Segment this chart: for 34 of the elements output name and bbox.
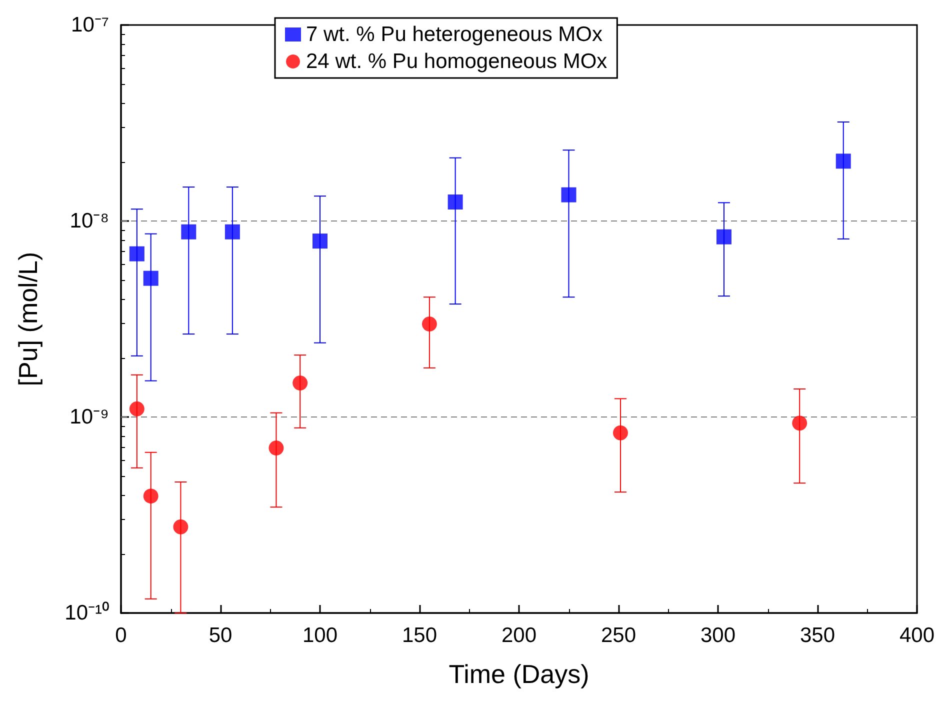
x-tick-label: 300 xyxy=(700,624,736,647)
point xyxy=(448,194,463,210)
point xyxy=(716,229,732,244)
y-tick-label: 10⁻⁹ xyxy=(70,406,109,428)
x-tick-label: 250 xyxy=(600,624,636,647)
point xyxy=(312,234,328,249)
point xyxy=(224,224,240,240)
point xyxy=(181,224,196,240)
x-tick-label: 150 xyxy=(402,624,438,647)
point xyxy=(129,401,144,416)
point xyxy=(129,246,144,262)
y-tick-label: 10⁻⁷ xyxy=(71,14,109,36)
x-tick-label: 200 xyxy=(501,624,537,647)
x-tick-label: 0 xyxy=(115,624,127,647)
y-axis-title: [Pu] (mol/L) xyxy=(13,252,43,386)
point xyxy=(836,154,851,169)
y-tick-label: 10⁻¹⁰ xyxy=(64,602,109,624)
y-tick-label: 10⁻⁸ xyxy=(70,210,109,232)
point xyxy=(173,519,188,534)
legend-label: 7 wt. % Pu heterogeneous MOx xyxy=(306,23,603,46)
x-axis-title: Time (Days) xyxy=(448,659,590,689)
point xyxy=(561,187,576,202)
x-tick-label: 100 xyxy=(302,624,338,647)
point xyxy=(143,270,158,286)
point xyxy=(143,488,158,504)
legend-label: 24 wt. % Pu homogeneous MOx xyxy=(306,50,608,73)
x-tick-label: 400 xyxy=(899,624,935,647)
point xyxy=(422,316,437,332)
point xyxy=(268,440,284,456)
x-tick-label: 350 xyxy=(800,624,836,647)
x-tick-label: 50 xyxy=(208,624,232,647)
point xyxy=(792,416,808,431)
point xyxy=(613,425,628,440)
point xyxy=(292,376,308,391)
